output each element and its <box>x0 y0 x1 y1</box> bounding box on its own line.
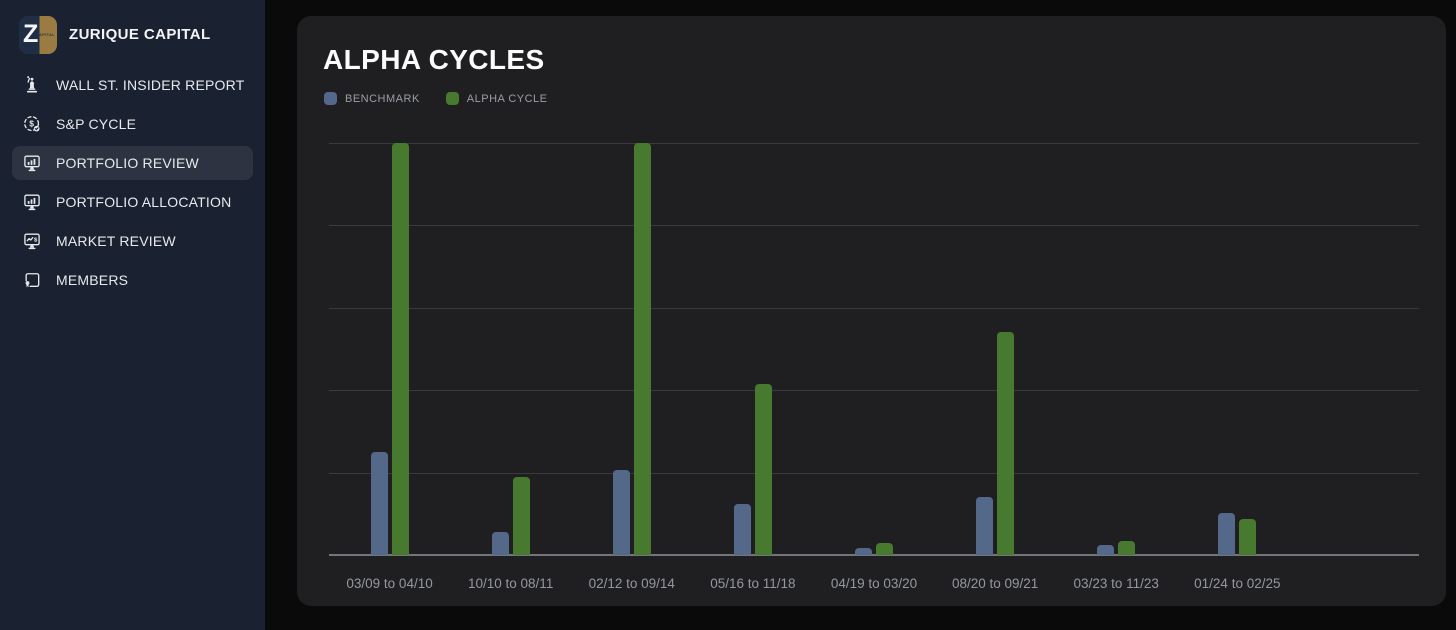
x-axis-label: 03/09 to 04/10 <box>346 576 433 591</box>
x-axis-label: 04/19 to 03/20 <box>830 576 918 591</box>
alpha-cycle-swatch <box>445 92 459 105</box>
sidebar-item-portfolio-review[interactable]: PORTFOLIO REVIEW <box>12 146 253 180</box>
sidebar-item-label: MEMBERS <box>56 272 129 288</box>
x-axis-label: 10/10 to 08/11 <box>468 576 554 591</box>
svg-text:$: $ <box>29 119 34 129</box>
logo-subtext: CAPITAL <box>35 31 55 37</box>
bar-alpha-cycle[interactable] <box>997 331 1015 555</box>
x-axis-label: 08/20 to 09/21 <box>951 576 1039 591</box>
bar-group <box>571 143 692 555</box>
sidebar-item-members[interactable]: MEMBERS <box>12 263 253 297</box>
chart-legend: BENCHMARK ALPHA CYCLE <box>297 76 1446 105</box>
bar-alpha-cycle[interactable] <box>1239 518 1257 555</box>
bar-alpha-cycle[interactable] <box>633 143 651 555</box>
benchmark-swatch <box>324 92 337 105</box>
sidebar-item-sp-cycle[interactable]: $ S&P CYCLE <box>12 107 253 141</box>
bar-benchmark[interactable] <box>733 503 751 555</box>
grid-line <box>329 225 1419 227</box>
grid-line <box>329 307 1419 309</box>
svg-text:$: $ <box>34 238 38 244</box>
chart-title: ALPHA CYCLES <box>323 44 545 75</box>
bar-alpha-cycle[interactable] <box>875 542 893 555</box>
bar-benchmark[interactable] <box>370 452 388 555</box>
bar-alpha-cycle[interactable] <box>391 143 409 555</box>
sidebar: Z CAPITAL ZURIQUE CAPITAL WALL ST. <box>0 0 265 630</box>
bar-group <box>692 143 813 555</box>
x-axis: 03/09 to 04/10 10/10 to 08/11 02/12 to 09/… <box>329 562 1419 598</box>
bar-alpha-cycle[interactable] <box>512 476 530 555</box>
bar-benchmark[interactable] <box>491 531 509 555</box>
x-axis-label: 02/12 to 09/14 <box>588 576 675 591</box>
bar-group <box>1177 143 1298 555</box>
brand[interactable]: Z CAPITAL ZURIQUE CAPITAL <box>0 0 265 56</box>
x-axis-label: 01/24 to 02/25 <box>1194 576 1281 591</box>
legend-label: BENCHMARK <box>345 92 420 105</box>
bar-benchmark[interactable] <box>612 470 630 555</box>
bar-benchmark[interactable] <box>976 497 994 555</box>
bar-benchmark[interactable] <box>1218 512 1236 555</box>
x-axis-line <box>329 554 1419 556</box>
statue-icon <box>22 75 42 95</box>
bar-group <box>1056 143 1177 555</box>
bar-group <box>813 143 934 555</box>
main-content: ALPHA CYCLES BENCHMARK ALPHA CYCLE 03/09… <box>265 0 1456 630</box>
sidebar-item-label: S&P CYCLE <box>56 116 137 132</box>
sidebar-nav: WALL ST. INSIDER REPORT $ S&P CYCLE <box>0 56 265 297</box>
zurique-capital-logo: Z CAPITAL <box>19 15 57 54</box>
legend-item-alpha-cycle[interactable]: ALPHA CYCLE <box>445 92 548 105</box>
monitor-bars-icon <box>22 153 42 173</box>
grid-line <box>329 472 1419 474</box>
grid-line <box>329 143 1419 144</box>
dollar-cycle-icon: $ <box>22 114 42 134</box>
logo-letter: Z <box>23 19 39 48</box>
legend-label: ALPHA CYCLE <box>466 92 548 105</box>
sidebar-item-label: WALL ST. INSIDER REPORT <box>56 77 245 93</box>
bar-group <box>329 143 450 555</box>
alpha-cycles-card: ALPHA CYCLES BENCHMARK ALPHA CYCLE 03/09… <box>297 16 1446 606</box>
bar-alpha-cycle[interactable] <box>754 384 772 555</box>
sidebar-item-label: MARKET REVIEW <box>56 233 176 249</box>
bar-benchmark[interactable] <box>854 547 872 555</box>
monitor-market-icon: $ <box>22 231 42 251</box>
bar-group <box>935 143 1056 555</box>
grid-line <box>329 390 1419 392</box>
plot-area <box>329 143 1419 556</box>
monitor-bars-icon <box>22 192 42 212</box>
certificate-icon <box>22 270 42 290</box>
sidebar-item-wall-st-insider-report[interactable]: WALL ST. INSIDER REPORT <box>12 68 253 102</box>
bar-alpha-cycle[interactable] <box>1118 541 1136 555</box>
bar-group <box>450 143 571 555</box>
x-axis-label: 03/23 to 11/23 <box>1073 576 1159 591</box>
legend-item-benchmark[interactable]: BENCHMARK <box>324 92 420 105</box>
sidebar-item-portfolio-allocation[interactable]: PORTFOLIO ALLOCATION <box>12 185 253 219</box>
bar-benchmark[interactable] <box>1097 545 1115 555</box>
sidebar-item-label: PORTFOLIO ALLOCATION <box>56 194 232 210</box>
brand-title: ZURIQUE CAPITAL <box>69 26 211 43</box>
sidebar-item-label: PORTFOLIO REVIEW <box>56 155 199 171</box>
sidebar-item-market-review[interactable]: $ MARKET REVIEW <box>12 224 253 258</box>
x-axis-label: 05/16 to 11/18 <box>710 576 796 591</box>
